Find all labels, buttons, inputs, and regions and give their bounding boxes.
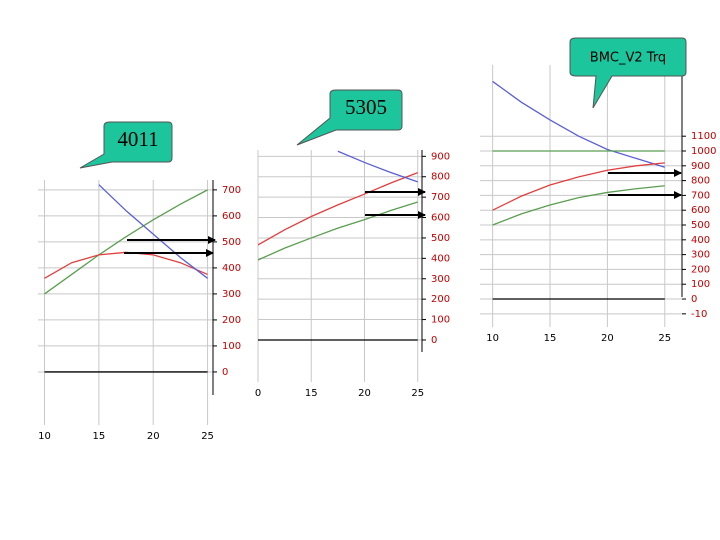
- x-tick-label: 20: [601, 333, 614, 344]
- y-tick-label: 0: [222, 367, 228, 378]
- callout: [296, 89, 403, 146]
- y-tick-label: 100: [222, 341, 241, 352]
- callout: [79, 121, 173, 169]
- y-tick-label: 400: [691, 235, 710, 246]
- y-tick-label: 600: [691, 205, 710, 216]
- chart: 10 15 20 25 0 100 200 300 400 500 600 700: [38, 180, 241, 442]
- x-tick-label: 20: [147, 431, 160, 442]
- y-tick-label: 300: [431, 274, 450, 285]
- callout: [569, 37, 687, 109]
- y-tick-label: 200: [691, 264, 710, 275]
- series-line: [98, 184, 208, 279]
- series-line: [492, 185, 665, 226]
- x-tick-label: 10: [38, 431, 51, 442]
- y-tick-label: 500: [222, 237, 241, 248]
- y-tick-label: -10: [691, 309, 707, 320]
- x-tick-label: 0: [255, 388, 261, 399]
- y-tick-label: 1000: [691, 146, 716, 157]
- y-tick-label: 200: [431, 294, 450, 305]
- series-line: [44, 189, 208, 295]
- x-tick-label: 15: [544, 333, 557, 344]
- x-tick-label: 25: [201, 431, 214, 442]
- y-tick-label: 300: [691, 250, 710, 261]
- y-tick-label: 300: [222, 289, 241, 300]
- y-tick-label: 100: [431, 315, 450, 326]
- arrows: [124, 169, 682, 257]
- y-tick-label: 0: [691, 294, 697, 305]
- series-line: [258, 172, 418, 246]
- y-tick-label: 0: [431, 335, 437, 346]
- x-tick-label: 20: [358, 388, 371, 399]
- y-tick-label: 400: [431, 253, 450, 264]
- x-tick-label: 25: [411, 388, 424, 399]
- y-tick-label: 700: [222, 185, 241, 196]
- chart: 0 15 20 25 0 100 200 300 400 500 600 700 800 900: [255, 150, 450, 399]
- y-tick-label: 500: [691, 220, 710, 231]
- y-tick-label: 600: [222, 211, 241, 222]
- y-tick-label: 100: [691, 279, 710, 290]
- y-tick-label: 700: [431, 192, 450, 203]
- series-line: [337, 150, 418, 183]
- series-line: [258, 201, 418, 261]
- series-line: [44, 251, 208, 279]
- y-tick-label: 900: [431, 151, 450, 162]
- y-tick-label: 800: [691, 176, 710, 187]
- callout-text: BMC_V2 Trq: [590, 51, 666, 66]
- x-tick-label: 15: [305, 388, 318, 399]
- x-tick-label: 25: [658, 333, 671, 344]
- y-tick-label: 500: [431, 233, 450, 244]
- y-tick-label: 800: [431, 172, 450, 183]
- y-tick-label: 600: [431, 213, 450, 224]
- y-tick-label: 900: [691, 161, 710, 172]
- series-line: [492, 80, 665, 168]
- callout-text: 5305: [345, 95, 387, 119]
- chart: 10 15 20 25 -10 0 100 200 300 400 500 600 700 800 900 1…: [480, 65, 716, 344]
- x-tick-label: 15: [93, 431, 106, 442]
- y-tick-label: 200: [222, 315, 241, 326]
- y-tick-label: 1100: [691, 131, 716, 142]
- series-line: [492, 162, 665, 211]
- callout-text: 4011: [117, 127, 158, 151]
- callouts: 4011 5305 BMC_V2 Trq: [79, 37, 687, 169]
- x-tick-label: 10: [486, 333, 499, 344]
- y-tick-label: 400: [222, 263, 241, 274]
- y-tick-label: 700: [691, 190, 710, 201]
